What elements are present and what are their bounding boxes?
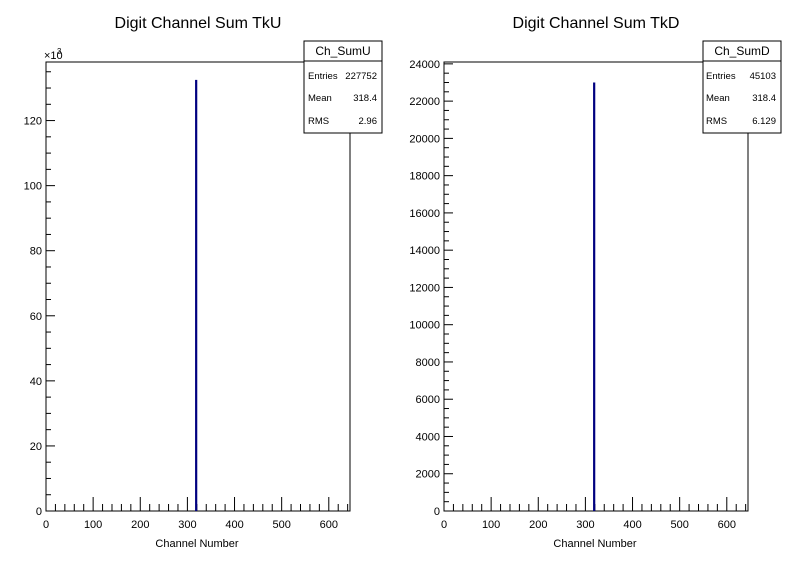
right-y-tick-label: 16000 [409,208,440,220]
right-x-tick-label: 0 [441,519,447,531]
left-stats-mean-value: 318.4 [353,93,377,104]
right-y-tick-label: 24000 [409,59,440,71]
right-y-tick-label: 4000 [416,431,440,443]
left-x-tick-label: 600 [320,519,338,531]
left-stats-name: Ch_SumU [315,44,370,58]
left-stats-rms-value: 2.96 [359,116,378,127]
right-y-tick-label: 0 [434,506,440,518]
right-y-tick-label: 20000 [409,133,440,145]
left-stats-box: Ch_SumU Entries 227752 Mean 318.4 RMS 2.… [303,40,383,134]
left-bars [195,79,198,511]
left-y-multiplier-exponent: 3 [57,47,62,56]
right-axis-ticks: 0 100 200 300 400 500 600020004000600080001000… [409,59,747,531]
right-x-tick-label: 100 [482,519,500,531]
right-histogram-bar [593,82,596,511]
left-y-tick-label: 0 [36,506,42,518]
left-stats-rms-label: RMS [308,116,329,127]
right-y-tick-label: 18000 [409,171,440,183]
left-x-axis-label: Channel Number [155,538,238,550]
left-y-tick-label: 80 [30,246,42,258]
right-stats-rms-value: 6.129 [752,116,776,127]
right-x-tick-label: 400 [623,519,641,531]
right-stats-name: Ch_SumD [714,44,770,58]
right-y-tick-label: 12000 [409,282,440,294]
right-stats-frame [702,40,782,134]
left-stats-mean-label: Mean [308,93,332,104]
left-x-tick-label: 0 [43,519,49,531]
right-chart-title: Digit Channel Sum TkD [513,15,680,32]
left-x-tick-label: 500 [272,519,290,531]
left-y-tick-label: 40 [30,376,42,388]
right-y-tick-label: 14000 [409,245,440,257]
left-y-multiplier-base: ×10 [44,50,63,62]
right-stats-entries-value: 45103 [750,71,776,82]
left-y-multiplier: ×10 3 [44,47,63,62]
left-y-tick-label: 100 [24,181,42,193]
right-y-tick-label: 6000 [416,394,440,406]
left-y-tick-label: 20 [30,441,42,453]
right-x-tick-label: 500 [670,519,688,531]
right-y-tick-label: 8000 [416,357,440,369]
left-x-tick-label: 100 [84,519,102,531]
right-histogram-panel: Digit Channel Sum TkD 0 100 200 300 400 500 60… [409,15,782,550]
right-stats-mean-label: Mean [706,93,730,104]
right-stats-rms-label: RMS [706,116,727,127]
right-stats-entries-label: Entries [706,71,736,82]
right-bars [593,82,596,511]
left-stats-entries-value: 227752 [345,71,377,82]
right-x-axis-label: Channel Number [553,538,636,550]
right-x-tick-label: 300 [576,519,594,531]
right-stats-mean-value: 318.4 [752,93,776,104]
right-y-tick-label: 10000 [409,320,440,332]
left-histogram-panel: Digit Channel Sum TkU ×10 3 0 100 200 300 40… [24,15,383,550]
left-x-tick-label: 200 [131,519,149,531]
right-stats-box: Ch_SumD Entries 45103 Mean 318.4 RMS 6.1… [702,40,782,134]
right-y-tick-label: 22000 [409,96,440,108]
left-x-tick-label: 300 [178,519,196,531]
left-x-tick-label: 400 [225,519,243,531]
right-x-tick-label: 600 [718,519,736,531]
left-stats-frame [303,40,383,134]
right-plot-frame [443,61,749,512]
right-y-tick-label: 2000 [416,469,440,481]
left-y-tick-label: 60 [30,311,42,323]
left-plot-frame [45,61,351,512]
left-axis-ticks: 0 100 200 300 400 500 600 0 20 40 60 80 100 120 [24,71,349,531]
left-y-tick-label: 120 [24,116,42,128]
left-chart-title: Digit Channel Sum TkU [115,15,282,32]
right-x-tick-label: 200 [529,519,547,531]
left-histogram-bar [195,79,198,511]
left-stats-entries-label: Entries [308,71,338,82]
